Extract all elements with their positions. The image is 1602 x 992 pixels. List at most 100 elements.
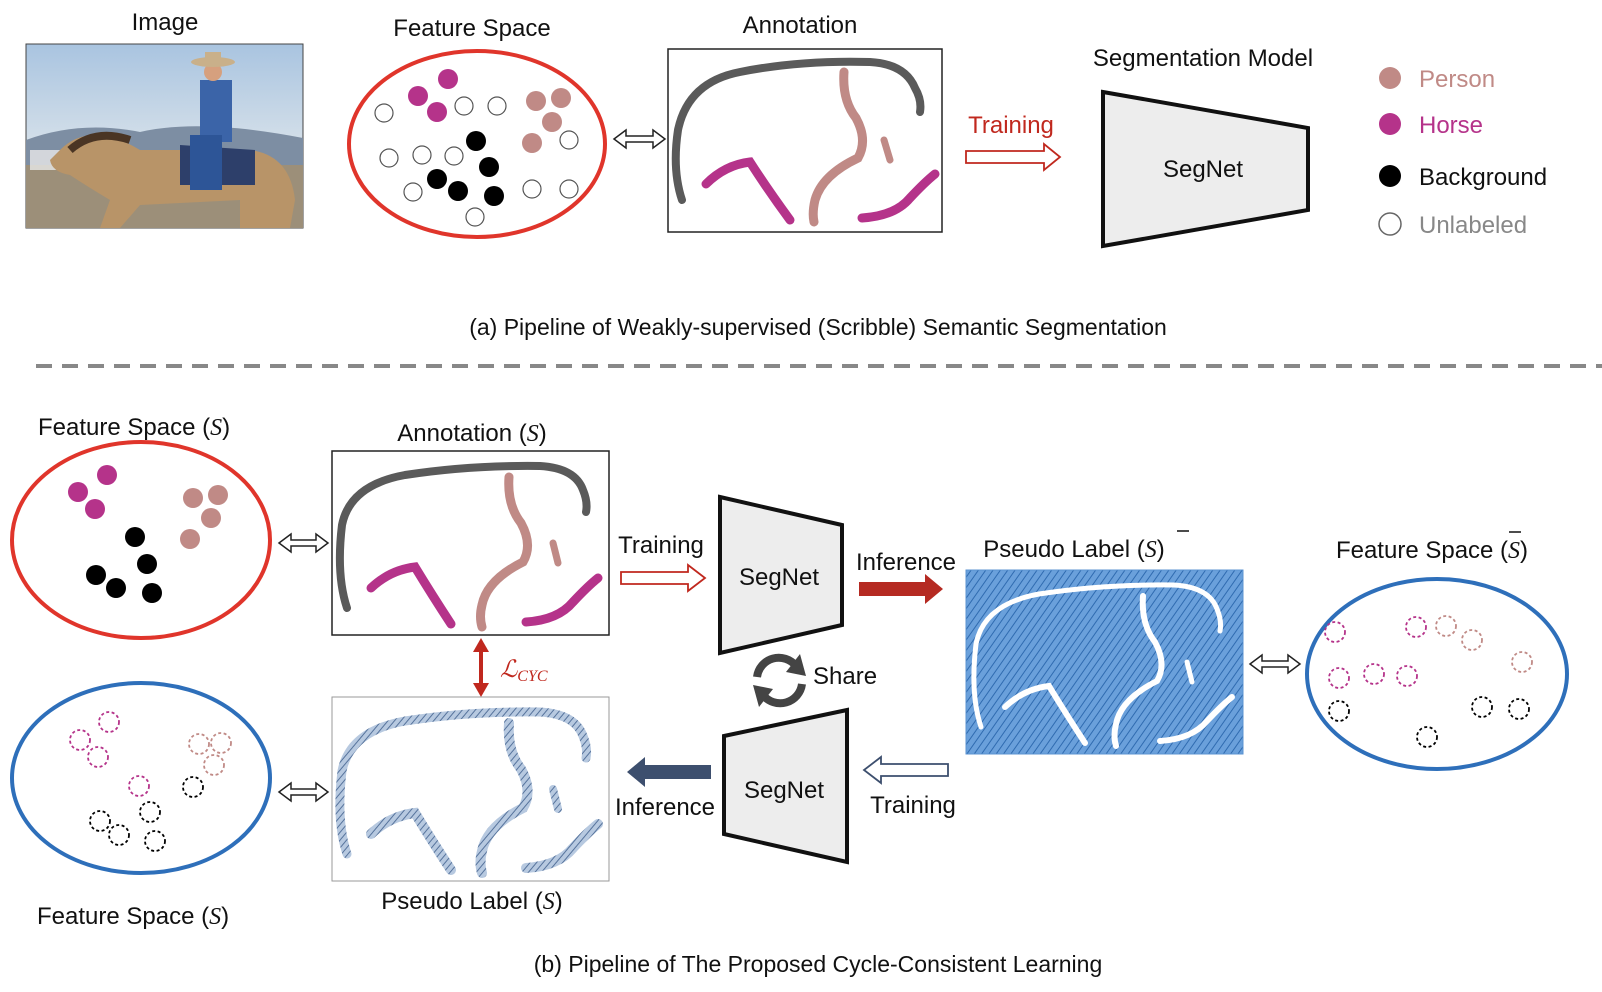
- feature-space-s-bottom: [10, 681, 272, 875]
- training-arrow-top: [620, 563, 707, 593]
- unlabeled-point: [465, 207, 485, 227]
- legend-swatch-horse: [1379, 113, 1401, 135]
- background-point: [479, 157, 499, 177]
- double-arrow-icon: [612, 128, 667, 150]
- person-pseudo-point: [210, 732, 232, 754]
- background-point: [448, 181, 468, 201]
- unlabeled-point: [379, 148, 399, 168]
- person-pseudo-point: [1435, 615, 1457, 637]
- background-pseudo-point: [89, 810, 111, 832]
- horse-pseudo-point: [1396, 665, 1418, 687]
- background-point: [137, 554, 157, 574]
- background-pseudo-point: [144, 830, 166, 852]
- legend-label-person: Person: [1419, 66, 1495, 93]
- horse-pseudo-point: [69, 729, 91, 751]
- segnet-label-top: SegNet: [739, 564, 819, 591]
- feature-space-a: [347, 49, 607, 239]
- background-pseudo-point: [1508, 698, 1530, 720]
- unlabeled-point: [403, 182, 423, 202]
- person-pseudo-point: [1461, 629, 1483, 651]
- background-pseudo-point: [1416, 726, 1438, 748]
- annotation-s-title: Annotation (S): [397, 420, 546, 447]
- training-arrow-a: [965, 142, 1062, 172]
- legend-swatch-unlabeled: [1378, 212, 1402, 236]
- training-label-a: Training: [968, 112, 1054, 139]
- background-point: [142, 583, 162, 603]
- inference-arrow-top: [859, 574, 943, 604]
- horse-point: [97, 465, 117, 485]
- background-pseudo-point: [1471, 696, 1493, 718]
- legend-label-horse: Horse: [1419, 112, 1483, 139]
- training-arrow-bottom: [862, 755, 949, 785]
- feature-space-s-bottom-title: Feature Space (S): [37, 903, 229, 930]
- background-pseudo-point: [1328, 700, 1350, 722]
- double-arrow-icon: [277, 532, 330, 554]
- background-point: [427, 169, 447, 189]
- segnet-a: SegNet: [1101, 89, 1310, 249]
- person-point: [180, 529, 200, 549]
- background-pseudo-point: [182, 776, 204, 798]
- feature-space-title: Feature Space: [393, 15, 550, 42]
- double-arrow-icon: [277, 781, 330, 803]
- unlabeled-point: [522, 179, 542, 199]
- legend-label-background: Background: [1419, 164, 1547, 191]
- person-pseudo-point: [188, 733, 210, 755]
- legend: Person Horse Background Unlabeled: [1378, 66, 1547, 239]
- legend-swatch-background: [1379, 165, 1401, 187]
- pseudo-label-sbar: [965, 569, 1244, 755]
- inference-label-bottom: Inference: [615, 794, 715, 821]
- horse-pseudo-point: [1324, 621, 1346, 643]
- horse-pseudo-point: [98, 711, 120, 733]
- background-pseudo-point: [108, 824, 130, 846]
- horse-pseudo-point: [1363, 663, 1385, 685]
- person-point: [551, 88, 571, 108]
- person-point: [201, 508, 221, 528]
- pseudo-label-s-title: Pseudo Label (S): [381, 888, 562, 915]
- feature-space-s-title: Feature Space (S): [38, 414, 230, 441]
- caption-b: (b) Pipeline of The Proposed Cycle-Consi…: [534, 951, 1103, 977]
- horse-point: [85, 499, 105, 519]
- person-point: [522, 133, 542, 153]
- segnet-label-a: SegNet: [1163, 156, 1243, 183]
- cowboy-photo: [25, 43, 304, 229]
- background-pseudo-point: [139, 801, 161, 823]
- background-point: [484, 186, 504, 206]
- horse-point: [427, 102, 447, 122]
- person-pseudo-point: [1511, 651, 1533, 673]
- unlabeled-point: [444, 146, 464, 166]
- person-point: [208, 485, 228, 505]
- unlabeled-point: [487, 96, 507, 116]
- horse-pseudo-point: [1328, 667, 1350, 689]
- pseudo-label-sbar-title: Pseudo Label (S): [983, 536, 1164, 563]
- horse-point: [408, 86, 428, 106]
- person-pseudo-point: [203, 754, 225, 776]
- share-label: Share: [813, 663, 877, 690]
- horse-pseudo-point: [1405, 616, 1427, 638]
- unlabeled-point: [559, 130, 579, 150]
- annotation-title: Annotation: [743, 12, 858, 39]
- annotation-s: [331, 450, 610, 636]
- share-cycle-icon: [753, 653, 806, 708]
- horse-pseudo-point: [128, 775, 150, 797]
- training-label-bottom: Training: [870, 792, 956, 819]
- model-title: Segmentation Model: [1093, 45, 1313, 72]
- segnet-label-bottom: SegNet: [744, 777, 824, 804]
- person-point: [183, 488, 203, 508]
- unlabeled-point: [374, 103, 394, 123]
- cycle-loss-arrow: [473, 638, 489, 697]
- unlabeled-point: [454, 96, 474, 116]
- background-point: [86, 565, 106, 585]
- unlabeled-point: [559, 179, 579, 199]
- annotation-a: [667, 48, 943, 233]
- feature-space-s-top: [10, 440, 272, 640]
- feature-space-sbar-title: Feature Space (S): [1336, 537, 1528, 564]
- segnet-bottom: SegNet: [722, 707, 849, 865]
- background-point: [466, 131, 486, 151]
- legend-label-unlabeled: Unlabeled: [1419, 212, 1527, 239]
- caption-a: (a) Pipeline of Weakly-supervised (Scrib…: [469, 314, 1167, 340]
- feature-space-sbar: [1305, 577, 1569, 771]
- background-point: [106, 578, 126, 598]
- background-point: [125, 527, 145, 547]
- training-label-top: Training: [618, 532, 704, 559]
